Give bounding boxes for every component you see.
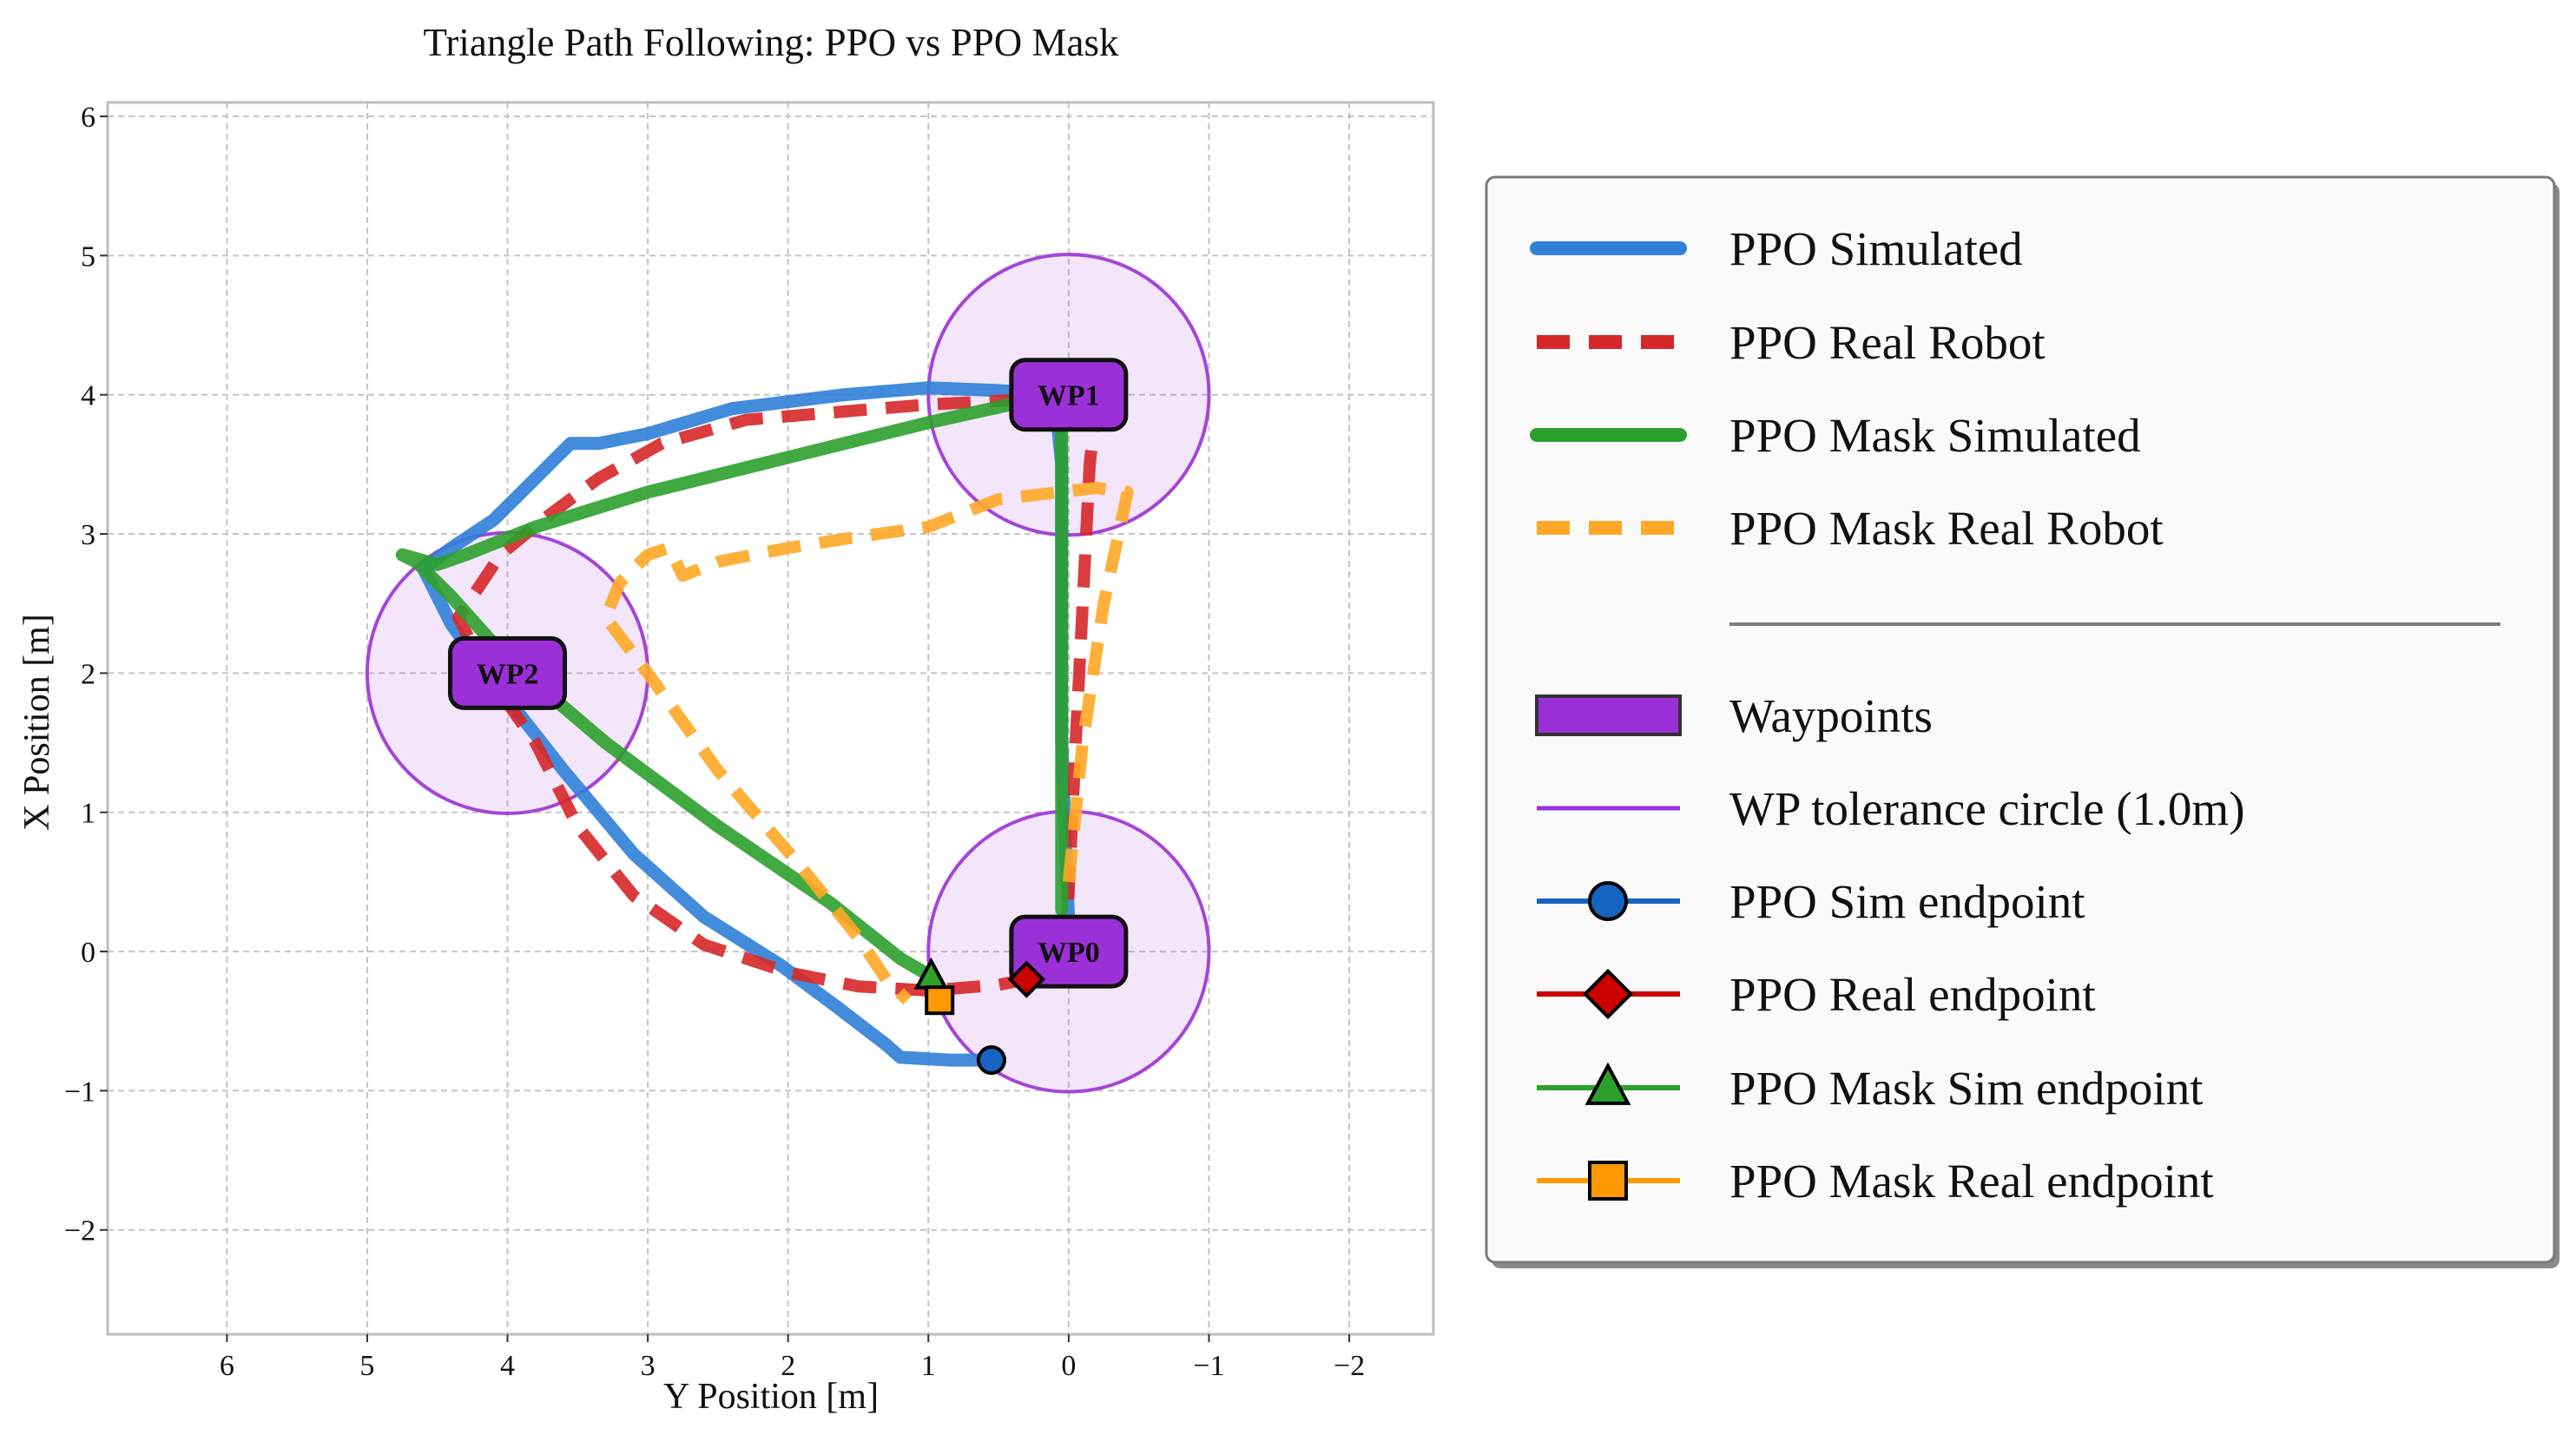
x-tick-label: −2 (1334, 1350, 1365, 1382)
x-tick-label: −1 (1193, 1350, 1224, 1382)
y-tick-label: 5 (81, 240, 96, 273)
legend-entry-ppo-real-endpoint: PPO Real endpoint (1537, 968, 2096, 1021)
legend-label: PPO Mask Sim endpoint (1729, 1062, 2204, 1115)
legend-label: WP tolerance circle (1.0m) (1729, 782, 2245, 835)
series-line-ppo-simulated (417, 381, 1076, 1067)
x-tick-label: 2 (781, 1350, 795, 1382)
legend-marker-circle (1588, 881, 1628, 921)
legend-label: PPO Sim endpoint (1729, 875, 2085, 928)
y-tick-label: 2 (81, 658, 96, 690)
chart-title: Triangle Path Following: PPO vs PPO Mask (424, 21, 1119, 64)
waypoint-box (448, 635, 568, 710)
endpoint-marker-diamond (1007, 960, 1045, 998)
legend-entry-ppo-mask-real-robot: PPO Mask Real Robot (1537, 502, 2164, 555)
legend-label: PPO Real endpoint (1729, 968, 2096, 1021)
x-tick-label: 3 (641, 1350, 656, 1382)
legend-label: PPO Mask Real Robot (1729, 502, 2164, 555)
legend-entry-ppo-simulated: PPO Simulated (1530, 222, 2023, 275)
y-axis-ticks: 6 5 4 3 2 1 0 −1 −2 (64, 102, 108, 1247)
legend-entry-waypoints: Waypoints (1535, 689, 1933, 742)
waypoint-wp1: WP1 (1009, 358, 1129, 432)
y-axis-title: X Position [m] (17, 614, 57, 831)
endpoint-marker-square (925, 985, 955, 1016)
endpoint-marker-circle (977, 1045, 1006, 1076)
waypoint-wp0: WP0 (1009, 914, 1129, 989)
legend: PPO Simulated PPO Real Robot PPO Mask Simu… (1485, 175, 2560, 1268)
legend-marker-triangle (1584, 1062, 1631, 1105)
legend-entry-ppo-sim-endpoint: PPO Sim endpoint (1537, 875, 2085, 928)
x-tick-label: 4 (500, 1350, 515, 1382)
waypoint-label: WP0 (1038, 937, 1100, 969)
legend-marker-square (1588, 1161, 1628, 1201)
legend-marker-diamond (1582, 968, 1634, 1020)
waypoint-box (1009, 914, 1129, 989)
x-tick-label: 0 (1061, 1350, 1076, 1382)
waypoint-label: WP2 (477, 658, 539, 690)
legend-entry-ppo-mask-real-endpoint: PPO Mask Real endpoint (1537, 1155, 2214, 1208)
legend-entry-ppo-real-robot: PPO Real Robot (1537, 316, 2046, 369)
legend-label: PPO Simulated (1729, 222, 2023, 275)
plot-area: WP0 WP1 WP2 6 5 4 3 2 1 0 −1 −2 6 5 4 3 2 1 0 −1 −2 (64, 101, 1435, 1382)
grid-lines (108, 102, 1433, 1334)
waypoint-box (1009, 358, 1129, 432)
axes-frame (106, 101, 1435, 1336)
legend-entry-ppo-mask-sim-endpoint: PPO Mask Sim endpoint (1537, 1062, 2204, 1115)
legend-entry-ppo-mask-simulated: PPO Mask Simulated (1530, 409, 2141, 462)
y-tick-label: 3 (81, 519, 96, 551)
legend-label: PPO Mask Real endpoint (1729, 1155, 2214, 1208)
series-line-ppo-mask-real-robot (599, 482, 1134, 1005)
waypoint-label: WP1 (1038, 380, 1100, 412)
x-tick-label: 1 (921, 1350, 936, 1382)
y-tick-label: −2 (64, 1215, 96, 1247)
y-tick-label: 6 (81, 102, 96, 134)
x-axis-ticks: 6 5 4 3 2 1 0 −1 −2 (220, 1334, 1365, 1382)
legend-box (1485, 175, 2556, 1264)
y-tick-label: 0 (81, 937, 96, 969)
x-tick-label: 5 (359, 1350, 374, 1382)
x-tick-label: 6 (220, 1350, 234, 1382)
y-tick-label: −1 (64, 1076, 96, 1108)
legend-label: PPO Real Robot (1729, 316, 2046, 369)
legend-patch-handle (1535, 694, 1682, 736)
x-axis-title: Y Position [m] (663, 1377, 879, 1417)
legend-entry-wp-tolerance-circle-1-0m: WP tolerance circle (1.0m) (1537, 782, 2245, 835)
waypoint-wp2: WP2 (448, 635, 568, 710)
y-tick-label: 4 (81, 380, 96, 412)
legend-label: PPO Mask Simulated (1729, 409, 2141, 462)
legend-label: Waypoints (1729, 689, 1933, 742)
plot-content: WP0 WP1 WP2 (365, 253, 1211, 1094)
y-tick-label: 1 (81, 798, 96, 830)
